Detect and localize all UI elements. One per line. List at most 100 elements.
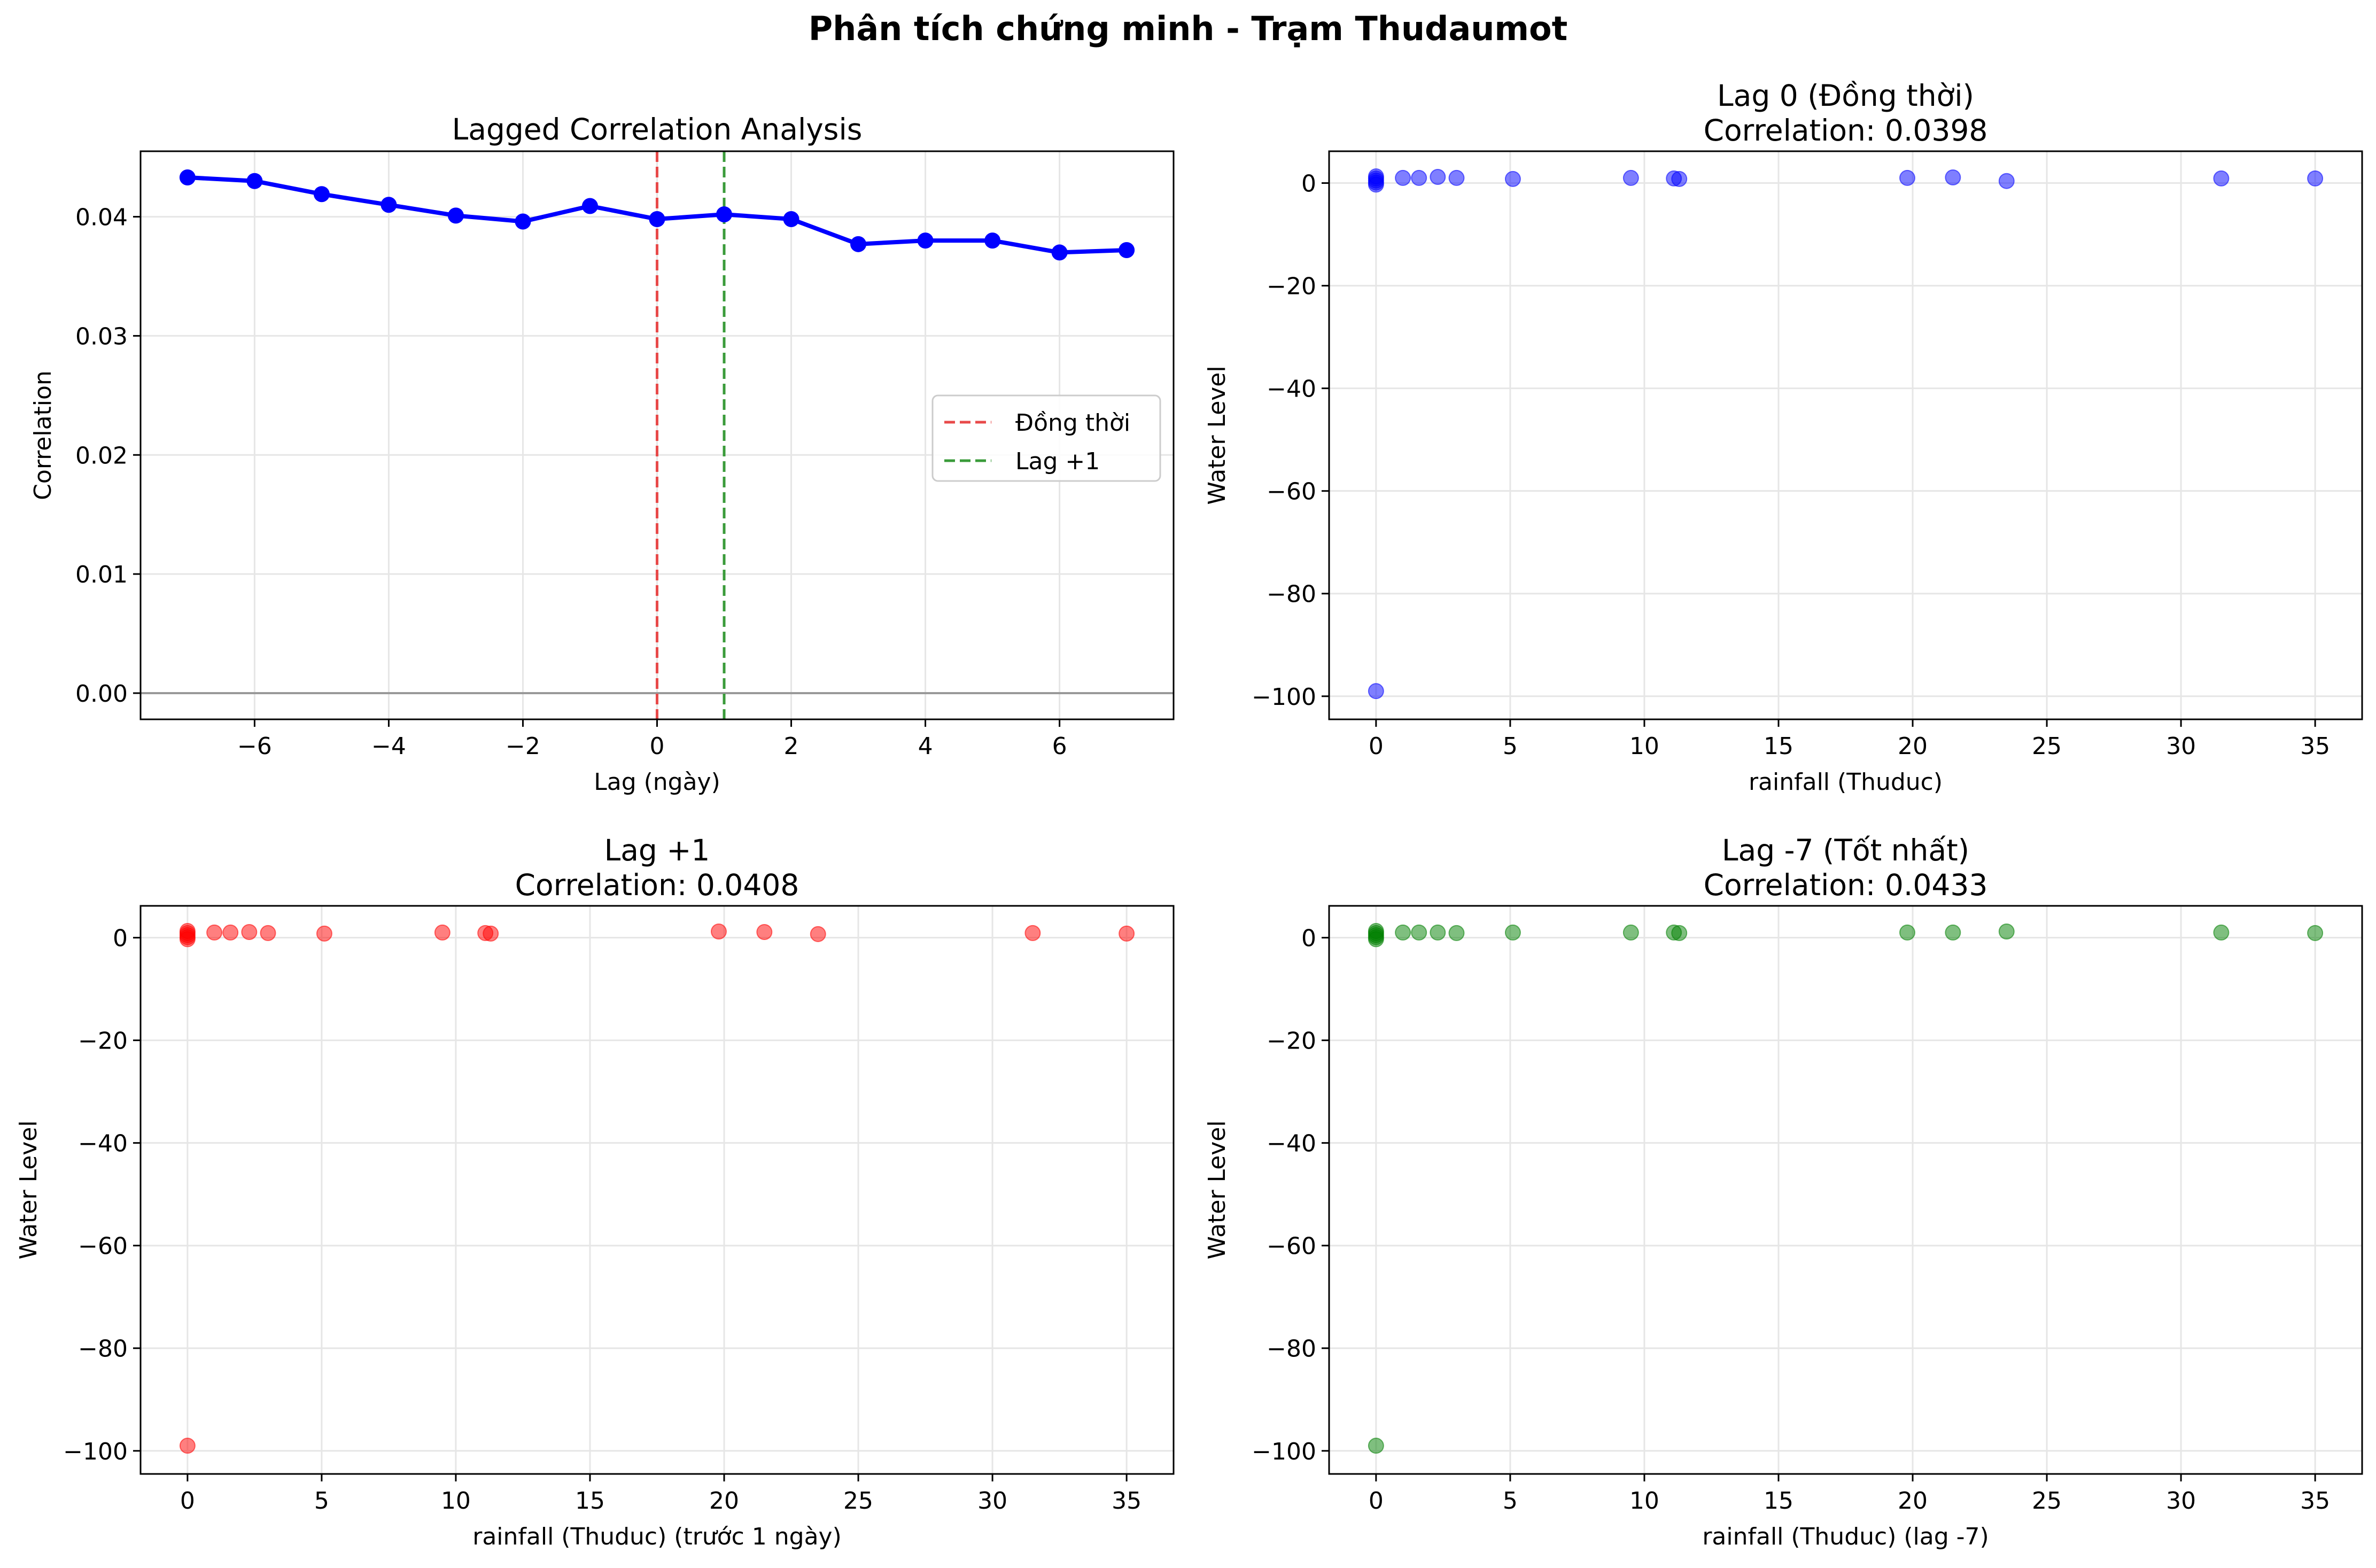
scatter-point [1504,170,1521,187]
y-tick-label: −40 [1267,1130,1316,1158]
lagged-correlation-chart: −6 −4 −2 0 2 4 6 0.00 0.01 0.02 0.03 0.04 Lag (ngày)… [29,112,1175,796]
correlation-point [783,211,799,228]
y-tick-label: −100 [1252,1438,1316,1465]
x-tick-label: 30 [2166,733,2196,760]
x-axis-label: rainfall (Thuduc) [1749,769,1943,796]
scatter-point [434,924,451,941]
y-axis-label: Water Level [15,1120,42,1259]
y-tick-label: −20 [1267,273,1316,300]
x-tick-label: 30 [2166,1487,2196,1515]
scatter-point [1368,1438,1384,1454]
scatter-point [1622,924,1639,941]
chart-subtitle: Correlation: 0.0433 [1704,868,1988,902]
scatter-point [1998,173,2015,189]
lag-plus1-scatter-chart: 0 5 10 15 20 25 30 35 0 −20 −40 −60 −80 −100 rainfall … [15,833,1175,1550]
y-tick-label: −100 [1252,684,1316,711]
y-tick-label: 0.00 [75,680,128,708]
plot-frame [139,150,1175,720]
y-tick-label: −60 [1267,1233,1316,1260]
y-tick-label: 0.03 [75,323,128,350]
correlation-point [850,236,867,252]
scatter-point [1671,925,1688,941]
y-tick-label: 0 [113,925,128,952]
scatter-point [206,924,223,941]
y-tick-label: 0.02 [75,442,128,469]
x-tick-label: 25 [843,1487,873,1515]
scatter-point [1395,169,1411,186]
x-tick-label: 0 [180,1487,195,1515]
y-tick-label: 0.04 [75,204,128,231]
scatter-point [1119,925,1135,942]
scatter-point [2213,924,2230,941]
x-axis-label: Lag (ngày) [594,769,720,796]
y-tick-label: −80 [1267,1336,1316,1363]
x-tick-label: −6 [237,733,272,760]
correlation-point [984,232,1001,249]
chart-title: Lagged Correlation Analysis [452,112,863,146]
x-tick-label: 4 [918,733,933,760]
scatter-point [1411,169,1427,186]
plot-frame [139,905,1175,1475]
x-tick-label: 5 [1503,733,1518,760]
correlation-point [1051,244,1068,261]
correlation-point [381,197,397,213]
correlation-point [447,207,464,224]
x-tick-label: 10 [1629,733,1659,760]
x-tick-label: 0 [650,733,665,760]
y-tick-label: 0.01 [75,561,128,588]
correlation-point [917,232,934,249]
x-tick-label: −2 [506,733,540,760]
scatter-point [1448,925,1465,941]
x-tick-label: 2 [784,733,799,760]
scatter-point [756,923,773,940]
scatter-point [1368,176,1384,193]
x-tick-label: 15 [1764,733,1793,760]
x-tick-label: 5 [314,1487,329,1515]
plot-frame [1328,905,2363,1475]
x-tick-label: 20 [1898,733,1928,760]
chart-title: Lag 0 (Đồng thời) [1717,79,1974,113]
legend-label: Đồng thời [1015,409,1130,437]
y-tick-label: −40 [1267,376,1316,403]
scatter-point [810,926,826,942]
scatter-point [241,923,258,940]
correlation-point [313,186,330,203]
lag-minus7-scatter-chart: 0 5 10 15 20 25 30 35 0 −20 −40 −60 −80 −100 rainfall … [1203,833,2363,1550]
x-axis-label: rainfall (Thuduc) (lag -7) [1702,1523,1989,1550]
plot-frame [1328,150,2363,720]
scatter-point [1899,169,1915,186]
correlation-point [581,198,598,214]
y-tick-label: 0 [1301,170,1316,198]
scatter-point [316,925,332,942]
x-tick-label: 30 [977,1487,1007,1515]
y-tick-label: −60 [78,1233,128,1260]
y-tick-label: −80 [1267,581,1316,608]
x-tick-label: 5 [1503,1487,1518,1515]
scatter-point [2307,925,2324,941]
correlation-point [716,206,733,223]
chart-title: Lag +1 [604,833,710,867]
correlation-point [246,173,263,189]
x-tick-label: 10 [441,1487,471,1515]
scatter-point [1368,683,1384,700]
scatter-point [1671,170,1688,187]
figure-title: Phân tích chứng minh - Trạm Thudaumot [809,9,1568,48]
y-tick-label: −20 [1267,1028,1316,1055]
scatter-point [1945,924,1961,941]
x-tick-label: 20 [1898,1487,1928,1515]
scatter-point [222,924,239,941]
chart-subtitle: Correlation: 0.0408 [515,868,799,902]
scatter-point [1945,169,1961,185]
x-tick-label: 0 [1369,733,1384,760]
x-tick-label: −4 [371,733,406,760]
scatter-point [1504,924,1521,941]
scatter-point [2213,170,2230,187]
x-tick-label: 15 [575,1487,605,1515]
scatter-point [179,931,196,948]
legend-box [931,394,1161,482]
lag0-scatter-chart: 0 5 10 15 20 25 30 35 0 −20 −40 −60 −80 −100 rainfall … [1203,79,2363,796]
x-tick-label: 0 [1369,1487,1384,1515]
correlation-point [179,169,196,186]
y-tick-label: −80 [78,1336,128,1363]
